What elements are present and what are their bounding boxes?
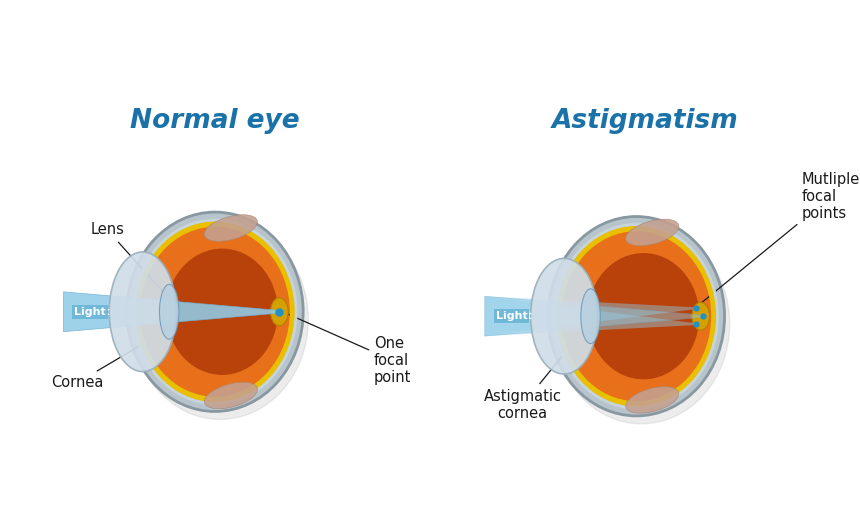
Ellipse shape: [271, 298, 288, 326]
Ellipse shape: [159, 284, 179, 339]
Polygon shape: [485, 296, 696, 336]
Polygon shape: [485, 296, 696, 336]
Text: Lens: Lens: [90, 223, 165, 294]
Ellipse shape: [205, 382, 257, 409]
Ellipse shape: [554, 225, 729, 424]
Ellipse shape: [559, 228, 714, 404]
Ellipse shape: [626, 387, 679, 413]
Ellipse shape: [580, 289, 600, 344]
Ellipse shape: [138, 224, 292, 399]
Text: Astigmatic
cornea: Astigmatic cornea: [483, 356, 562, 421]
Ellipse shape: [626, 219, 679, 246]
Ellipse shape: [587, 253, 699, 380]
Text: Light: Light: [74, 307, 106, 317]
Ellipse shape: [205, 215, 257, 241]
Text: One
focal
point: One focal point: [286, 313, 411, 385]
Text: Light: Light: [78, 307, 110, 317]
Ellipse shape: [109, 252, 176, 372]
Polygon shape: [64, 292, 280, 332]
Ellipse shape: [166, 249, 278, 375]
Text: IMPAIRED VISION WITH ASTIGMATISM: IMPAIRED VISION WITH ASTIGMATISM: [90, 23, 770, 54]
Text: Light: Light: [495, 311, 527, 321]
Polygon shape: [485, 296, 703, 336]
Ellipse shape: [127, 212, 303, 411]
Text: Mutliple
focal
points: Mutliple focal points: [701, 172, 860, 303]
Text: Astigmatism: Astigmatism: [551, 108, 739, 134]
Ellipse shape: [549, 216, 724, 416]
Text: Light: Light: [500, 311, 531, 321]
Ellipse shape: [692, 302, 710, 330]
Text: Cornea: Cornea: [52, 344, 143, 390]
Ellipse shape: [132, 220, 308, 420]
Ellipse shape: [531, 258, 598, 374]
Text: Normal eye: Normal eye: [130, 108, 300, 134]
